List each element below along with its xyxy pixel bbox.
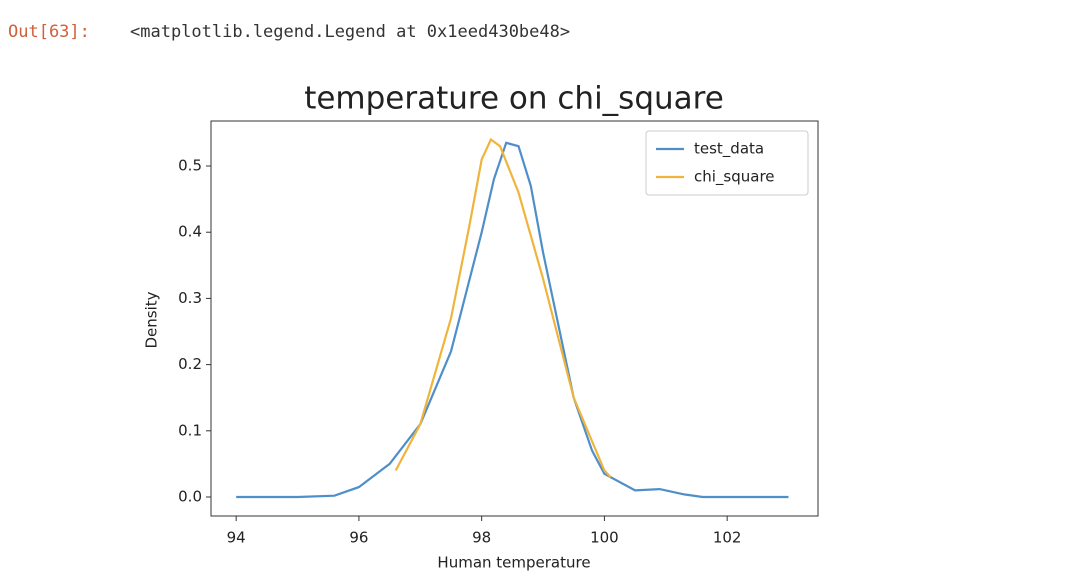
x-axis-label: Human temperature [437,554,590,572]
y-tick-label: 0.4 [178,223,202,241]
plot-frame [210,120,819,517]
y-tick-label: 0.0 [178,488,202,506]
y-tick-label: 0.2 [178,355,202,373]
out-text: <matplotlib.legend.Legend at 0x1eed430be… [130,22,570,42]
x-tick-label: 98 [472,529,491,547]
y-tick-label: 0.3 [178,289,202,307]
y-axis-label: Density [143,291,161,348]
x-tick-label: 100 [590,529,619,547]
x-tick-label: 94 [227,529,246,547]
y-tick-label: 0.5 [178,157,202,175]
data-line [394,137,612,478]
chart-title: temperature on chi_square [304,81,724,117]
legend-label: test_data [694,140,764,159]
out-prompt: Out[63]: [8,22,90,42]
y-tick-label: 0.1 [178,421,202,439]
legend-label: chi_square [694,168,775,187]
x-tick-label: 102 [713,529,742,547]
data-line [236,141,789,499]
legend-box [645,130,809,196]
x-tick-label: 96 [349,529,368,547]
